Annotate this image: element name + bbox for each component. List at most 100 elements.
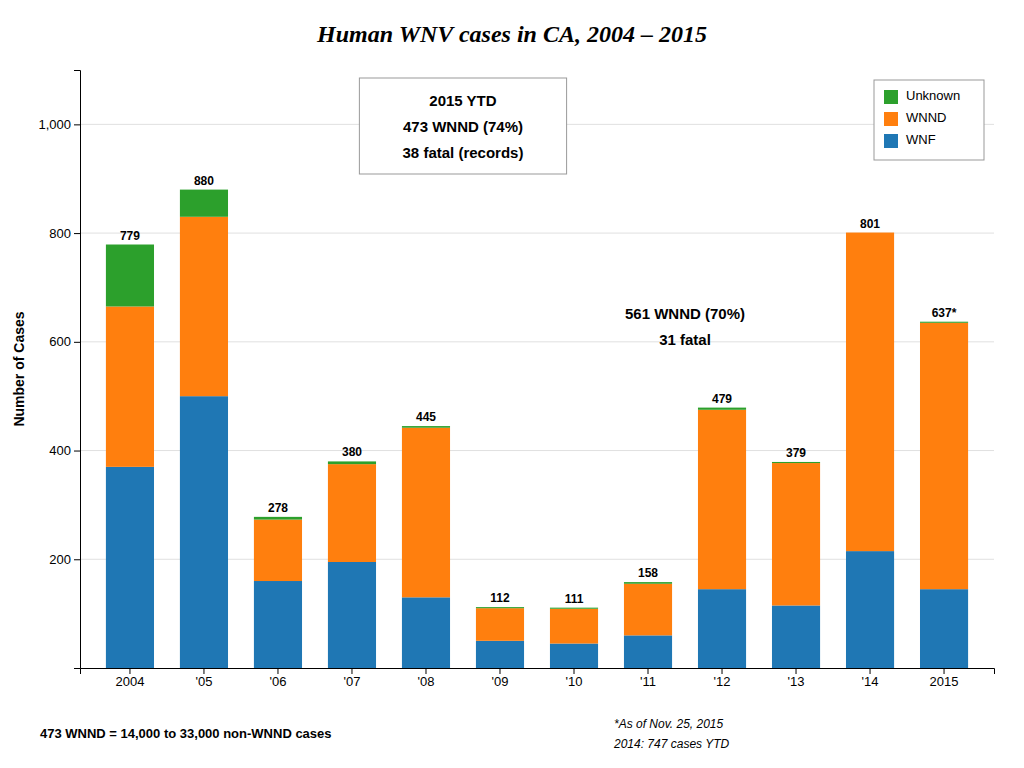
legend-label: Unknown xyxy=(906,88,960,103)
x-tick: '07 xyxy=(344,668,361,689)
x-tick: '06 xyxy=(269,668,286,689)
y-axis-label: Number of Cases xyxy=(11,311,27,426)
title: Human WNV cases in CA, 2004 – 2015 xyxy=(316,21,707,47)
tick-mark xyxy=(722,668,723,674)
bar xyxy=(698,589,746,668)
total-label: 111 xyxy=(565,592,584,606)
bar xyxy=(476,607,524,608)
tick-mark xyxy=(74,559,80,560)
legend: Unknown WNND WNF xyxy=(874,80,984,160)
total-label: 779 xyxy=(120,229,140,243)
annotation-box: 2015 YTD 473 WNND (74%) 38 fatal (records) xyxy=(359,78,566,174)
bar xyxy=(476,641,524,668)
tick-mark xyxy=(74,124,80,125)
legend-label: WNND xyxy=(906,110,946,125)
bar xyxy=(550,644,598,668)
tick-mark xyxy=(203,668,204,674)
bar xyxy=(772,462,820,463)
bar xyxy=(476,608,524,641)
total-label: 880 xyxy=(194,174,214,188)
axis-domain xyxy=(81,669,995,675)
tick-label: 200 xyxy=(49,552,71,567)
bar xyxy=(106,245,154,307)
tick-mark xyxy=(129,668,130,674)
bar xyxy=(254,520,302,581)
tick-mark xyxy=(499,668,500,674)
tick-label: '08 xyxy=(418,674,435,689)
y-tick: 400 xyxy=(49,443,80,458)
tick-label: '12 xyxy=(714,674,731,689)
x-tick: '13 xyxy=(788,668,805,689)
annotation-frame xyxy=(359,78,566,174)
bar-series xyxy=(106,396,968,668)
bar xyxy=(402,426,450,428)
bar xyxy=(698,410,746,589)
tick-label: '05 xyxy=(195,674,212,689)
x-axis: 2004 '05 '06 '07 '08 '09 '10 '11 '12 '13 '14 2015 xyxy=(81,668,995,689)
bar xyxy=(328,464,376,562)
legend-swatch xyxy=(884,112,898,126)
x-tick: '12 xyxy=(714,668,731,689)
bar xyxy=(180,217,228,396)
tick-mark xyxy=(74,342,80,343)
tick-label: 800 xyxy=(49,226,71,241)
annotation: 561 WNND (70%) xyxy=(625,305,745,322)
total-label: 112 xyxy=(490,591,510,605)
x-tick: '14 xyxy=(862,668,879,689)
bar xyxy=(772,463,820,605)
bar-series xyxy=(106,217,968,644)
legend-label: WNF xyxy=(906,132,936,147)
x-tick: '10 xyxy=(566,668,583,689)
total-label: 801 xyxy=(860,217,880,231)
bar xyxy=(402,428,450,598)
tick-label: 600 xyxy=(49,334,71,349)
x-tick: '09 xyxy=(492,668,509,689)
tick-mark xyxy=(574,668,575,674)
note: 473 WNND = 14,000 to 33,000 non-WNND cas… xyxy=(40,726,332,741)
bar xyxy=(328,562,376,668)
tick-mark xyxy=(944,668,945,674)
total-label: 158 xyxy=(638,566,658,580)
bar xyxy=(624,635,672,668)
bar xyxy=(698,408,746,410)
annotation: 2015 YTD xyxy=(429,92,496,109)
annotation: 38 fatal (records) xyxy=(403,144,524,161)
plot-area: 779880278380445112111158479379801637*200… xyxy=(38,71,994,690)
total-label: 278 xyxy=(268,501,288,515)
bar xyxy=(328,461,376,464)
total-label: 479 xyxy=(712,392,732,406)
chart-container: Human WNV cases in CA, 2004 – 2015 779 880… xyxy=(0,0,1024,768)
annotation-group: 561 WNND (70%)31 fatal xyxy=(625,305,745,348)
tick-mark xyxy=(648,668,649,674)
tick-mark xyxy=(796,668,797,674)
total-label: 380 xyxy=(342,445,362,459)
bar xyxy=(846,232,894,233)
bar-series xyxy=(106,190,968,609)
legend-item: WNF xyxy=(884,132,936,148)
tick-mark xyxy=(74,233,80,234)
tick-mark xyxy=(425,668,426,674)
tick-label: '11 xyxy=(640,674,656,689)
bar xyxy=(846,233,894,552)
y-axis: 200 400 600 800 1,000 xyxy=(38,71,80,669)
tick-label: '06 xyxy=(269,674,286,689)
tick-mark xyxy=(277,668,278,674)
annotation: 473 WNND (74%) xyxy=(403,118,523,135)
y-tick: 600 xyxy=(49,334,80,349)
legend-item: Unknown xyxy=(884,88,960,104)
x-tick: 2004 xyxy=(115,668,144,689)
bar xyxy=(106,467,154,668)
bar xyxy=(106,306,154,466)
x-tick: '05 xyxy=(195,668,212,689)
tick-label: '14 xyxy=(862,674,879,689)
total-label: 379 xyxy=(786,446,806,460)
bar xyxy=(254,517,302,520)
x-tick: 2015 xyxy=(930,668,959,689)
bar xyxy=(772,605,820,668)
tick-mark xyxy=(870,668,871,674)
bar xyxy=(550,609,598,644)
y-tick: 1,000 xyxy=(38,117,80,132)
tick-label: 400 xyxy=(49,443,71,458)
tick-label: '09 xyxy=(492,674,509,689)
bar xyxy=(180,396,228,668)
